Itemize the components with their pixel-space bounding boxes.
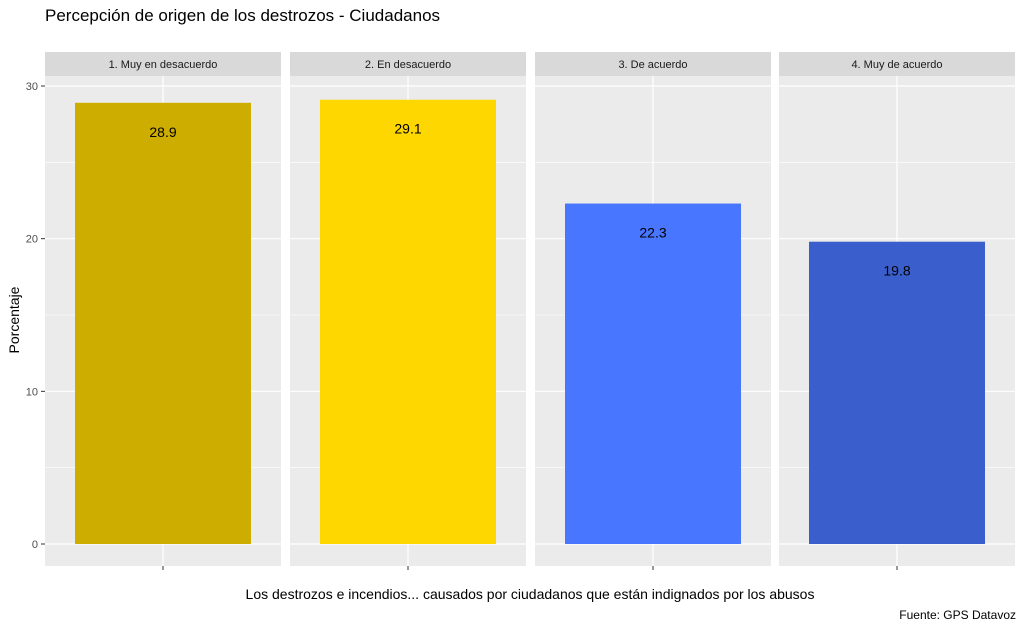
y-tick-label: 20 [26,234,38,246]
facet-strip-label: 3. De acuerdo [618,59,687,71]
x-axis-label: Los destrozos e incendios... causados po… [245,586,815,602]
bar [565,203,741,544]
facet-strip-label: 2. En desacuerdo [365,59,451,71]
bar [75,102,251,544]
facet-strip-label: 4. Muy de acuerdo [851,59,942,71]
facet-strip-label: 1. Muy en desacuerdo [109,59,218,71]
y-tick-label: 10 [26,386,38,398]
source-caption: Fuente: GPS Datavoz [899,608,1016,622]
bar-value-label: 19.8 [883,263,910,279]
y-tick-label: 30 [26,81,38,93]
bar-value-label: 28.9 [149,124,176,140]
y-tick-label: 0 [32,539,38,551]
facet-strip [290,52,526,76]
bar [809,241,985,544]
facet-strip [45,52,281,76]
facet-strip [779,52,1015,76]
bar-value-label: 29.1 [394,121,421,137]
bar-value-label: 22.3 [639,225,666,241]
facet-strip [535,52,771,76]
chart-title: Percepción de origen de los destrozos - … [45,6,441,25]
bar [320,99,496,545]
